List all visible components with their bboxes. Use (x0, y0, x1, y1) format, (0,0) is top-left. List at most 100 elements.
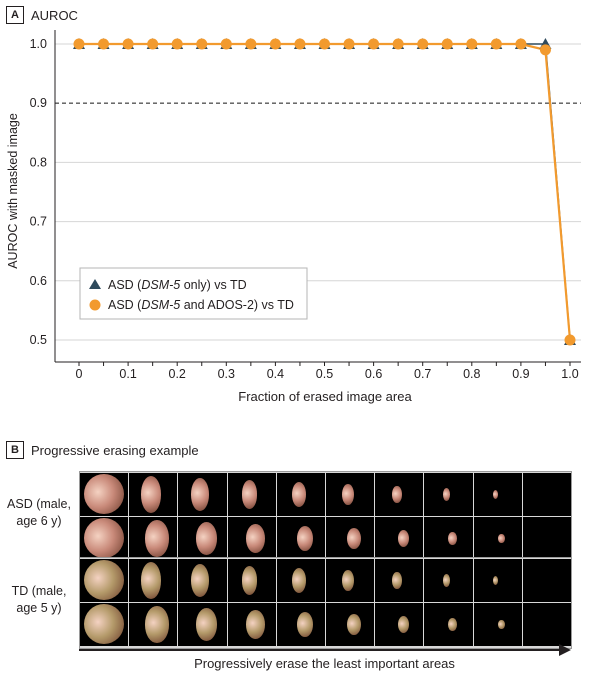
fundus-image-remnant (342, 569, 354, 592)
fundus-image-remnant (291, 482, 306, 507)
subject-label-asd-line1: ASD (male, (7, 497, 71, 511)
x-tick-label: 0.6 (365, 367, 382, 381)
data-point-circle (368, 38, 380, 50)
data-point-circle (490, 38, 502, 50)
erasing-thumbnail (276, 603, 326, 646)
fundus-image-remnant (498, 533, 505, 544)
legend-2-prefix: ASD ( (108, 298, 142, 312)
progress-arrow-label: Progressively erase the least important … (194, 656, 455, 671)
fundus-image-remnant (191, 564, 210, 597)
erasing-thumbnail (326, 559, 375, 602)
fundus-image-remnant (246, 610, 265, 639)
erasing-thumbnail (178, 559, 227, 602)
y-axis-label: AUROC with masked image (6, 113, 20, 269)
erasing-strip-asd (79, 471, 572, 563)
fundus-image-remnant (397, 529, 409, 548)
data-point-circle (147, 38, 159, 50)
fundus-image-remnant (347, 527, 361, 550)
erasing-thumbnail (473, 517, 522, 560)
erasing-thumbnail (424, 603, 473, 646)
fundus-image-remnant (296, 612, 313, 637)
fundus-image-remnant (84, 518, 124, 558)
legend-label-asd-dsm5-ados2: ASD (DSM-5 and ADOS-2) vs TD (108, 298, 294, 312)
erasing-thumbnail (522, 517, 572, 560)
fundus-image-remnant (442, 573, 451, 588)
data-point-circle (294, 38, 306, 50)
erasing-thumbnail (227, 473, 276, 516)
erasing-thumbnail (424, 473, 473, 516)
fundus-image-remnant (195, 522, 217, 555)
legend-marker-circle (89, 299, 101, 311)
fundus-image-remnant (442, 487, 451, 502)
erasing-thumbnail (276, 517, 326, 560)
fundus-image-remnant (296, 526, 313, 551)
x-tick-label: 1.0 (561, 367, 578, 381)
erasing-thumbnail (178, 603, 227, 646)
fundus-image-remnant (141, 562, 162, 599)
data-point-circle (98, 38, 110, 50)
subject-label-td-line1: TD (male, (11, 584, 67, 598)
panel-b-header: B Progressive erasing example (6, 441, 199, 459)
x-tick-label: 0.1 (119, 367, 136, 381)
fundus-image-remnant (342, 483, 354, 506)
subject-label-td-line2: age 5 y) (16, 601, 62, 615)
erasing-thumbnail (129, 559, 178, 602)
erasing-thumbnail (375, 559, 424, 602)
data-point-circle (171, 38, 183, 50)
erasing-thumbnail (227, 603, 276, 646)
erasing-strip-td (79, 557, 572, 649)
x-tick-label: 0.3 (218, 367, 235, 381)
fundus-image-remnant (392, 485, 402, 504)
fundus-image-remnant (241, 480, 258, 509)
legend-1-italic: DSM-5 (141, 278, 180, 292)
y-tick-label: 0.9 (30, 96, 47, 110)
y-tick-label: 0.5 (30, 333, 47, 347)
subject-label-td: TD (male, age 5 y) (0, 583, 78, 617)
thumb-row-asd-1 (80, 473, 572, 516)
x-tick-label: 0.7 (414, 367, 431, 381)
x-tick-label: 0 (76, 367, 83, 381)
legend-box (79, 267, 308, 320)
data-point-circle (417, 38, 429, 50)
erasing-thumbnail (129, 473, 178, 516)
y-tick-label: 1.0 (30, 37, 47, 51)
chart-legend: ASD (DSM-5 only) vs TD ASD (DSM-5 and AD… (79, 267, 308, 320)
erasing-thumbnail (326, 473, 375, 516)
erasing-thumbnail (473, 559, 522, 602)
legend-1-prefix: ASD ( (108, 278, 142, 292)
data-point-circle (392, 38, 404, 50)
data-point-circle (196, 38, 208, 50)
data-point-circle (343, 38, 355, 50)
fundus-image-remnant (84, 604, 124, 644)
fundus-image-remnant (241, 566, 258, 595)
x-tick-label: 0.9 (512, 367, 529, 381)
auroc-line-chart: 0.5 0.6 0.7 0.8 0.9 1.0 0 0.1 0.2 0.3 0.4 0.5 0.6 0.7… (6, 30, 581, 404)
erasing-thumbnail (473, 603, 522, 646)
data-point-circle (564, 334, 576, 346)
erasing-thumbnail (522, 473, 572, 516)
erasing-thumbnail (129, 603, 178, 646)
axes: 0.5 0.6 0.7 0.8 0.9 1.0 0 0.1 0.2 0.3 0.4 0.5 0.6 0.7… (30, 30, 581, 381)
erasing-thumbnail (375, 517, 424, 560)
fundus-image-remnant (347, 613, 361, 636)
x-tick-label: 0.8 (463, 367, 480, 381)
erasing-thumbnail (129, 517, 178, 560)
subject-label-asd: ASD (male, age 6 y) (0, 496, 78, 530)
panel-a-letter: A (6, 6, 24, 24)
fundus-image-remnant (448, 617, 457, 632)
legend-2-suffix: and ADOS-2) vs TD (180, 298, 294, 312)
fundus-image-remnant (291, 568, 306, 593)
y-tick-label: 0.6 (30, 274, 47, 288)
fundus-image-remnant (145, 520, 169, 557)
fundus-image-remnant (84, 474, 124, 514)
thumb-row-asd-2 (80, 517, 572, 560)
erasing-thumbnail (276, 559, 326, 602)
thumb-row-td-2 (80, 603, 572, 646)
panel-a-title: AUROC (31, 7, 78, 23)
legend-label-asd-dsm5-only: ASD (DSM-5 only) vs TD (108, 278, 247, 292)
fundus-image-remnant (84, 560, 124, 600)
y-tick-label: 0.8 (30, 155, 47, 169)
erasing-thumbnail (424, 559, 473, 602)
progress-arrow-line (79, 649, 561, 651)
thumb-row-td-1 (80, 559, 572, 602)
